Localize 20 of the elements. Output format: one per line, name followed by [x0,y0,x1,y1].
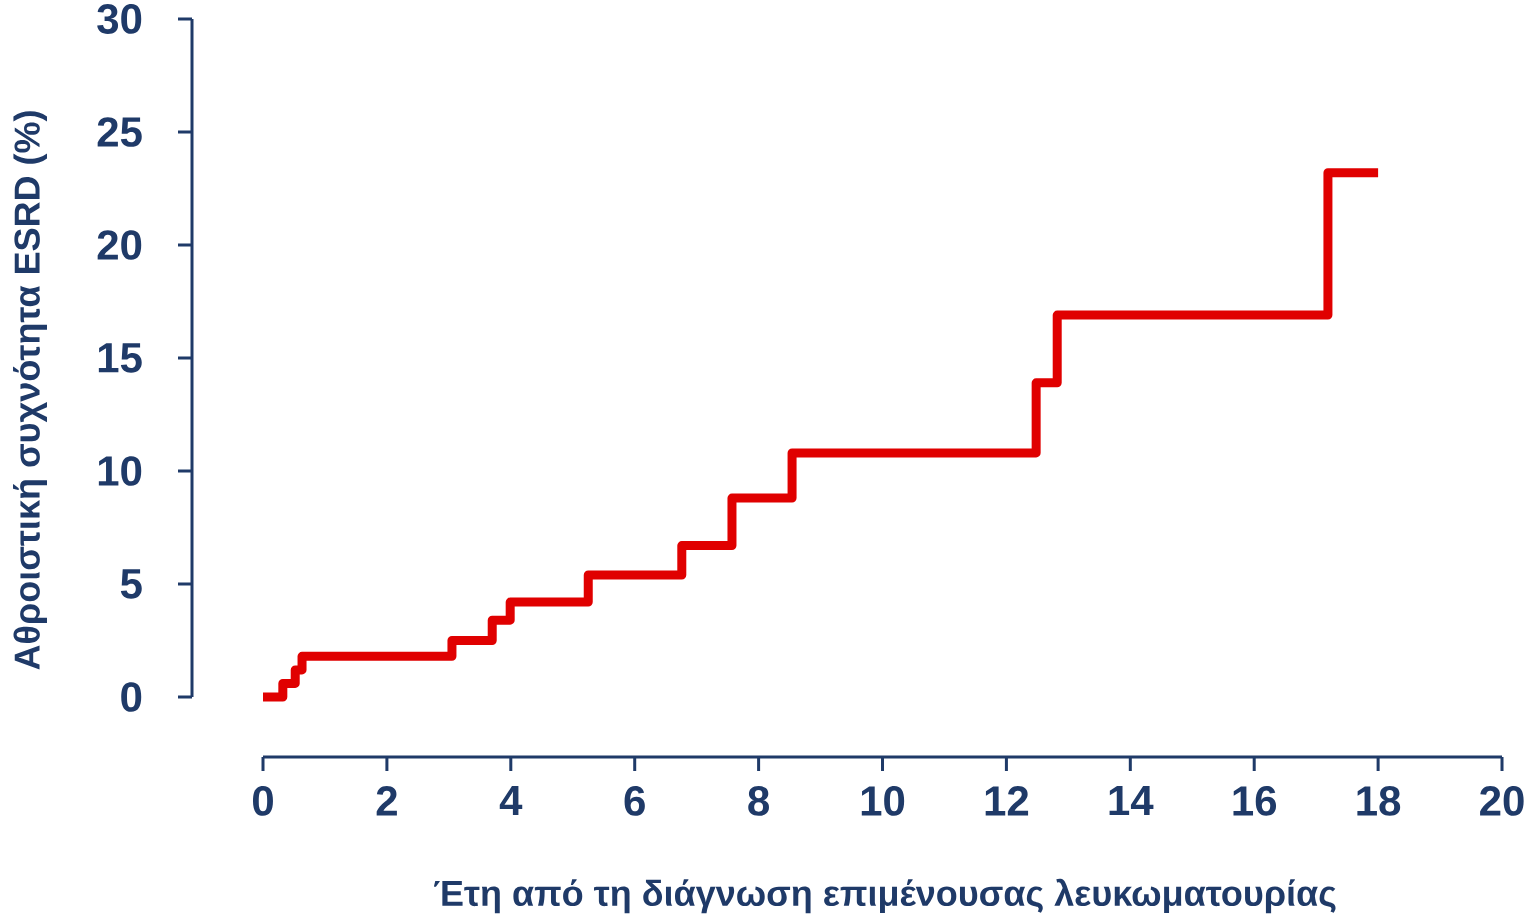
y-axis-title: Αθροιστική συχνότητα ESRD (%) [13,111,47,670]
x-tick-label: 6 [624,786,645,816]
x-tick-label: 2 [376,786,397,816]
y-tick-label: 0 [121,682,142,712]
y-tick-label: 5 [120,569,142,599]
y-tick-label: 15 [98,343,142,373]
x-tick-label: 10 [861,786,905,816]
x-tick-label: 18 [1357,786,1401,816]
x-tick-label: 20 [1480,786,1524,816]
x-tick-label: 16 [1233,786,1277,816]
x-tick-label: 12 [985,786,1029,816]
x-tick-label: 8 [748,786,769,816]
y-tick-label: 25 [97,117,142,147]
y-tick-label: 30 [97,4,142,34]
y-tick-label: 20 [97,230,142,260]
x-tick-label: 0 [252,786,273,816]
y-tick-label: 10 [98,456,142,486]
x-axis-title: Έτη από τη διάγνωση επιμένουσας λευκωματουρίας [434,878,1336,914]
x-tick-label: 4 [499,786,523,815]
x-tick-label: 14 [1109,786,1154,815]
